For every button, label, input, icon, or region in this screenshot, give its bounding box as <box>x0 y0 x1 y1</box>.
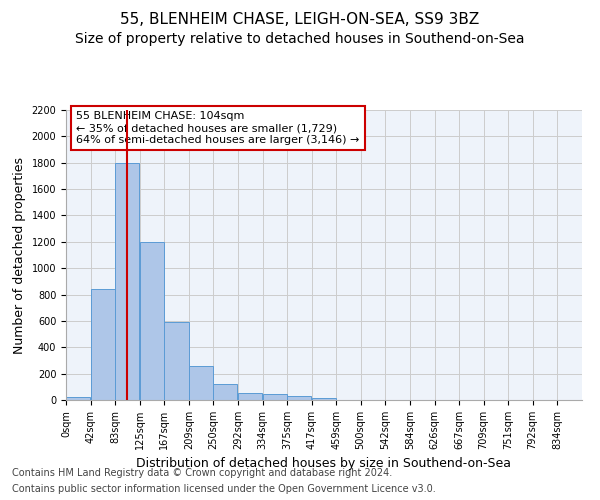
Bar <box>164 322 188 400</box>
Bar <box>213 384 238 400</box>
Bar <box>263 394 287 400</box>
Text: Contains HM Land Registry data © Crown copyright and database right 2024.: Contains HM Land Registry data © Crown c… <box>12 468 392 477</box>
Bar <box>140 242 164 400</box>
Bar <box>91 288 115 400</box>
Bar <box>115 162 139 400</box>
Bar <box>189 366 213 400</box>
Text: 55 BLENHEIM CHASE: 104sqm
← 35% of detached houses are smaller (1,729)
64% of se: 55 BLENHEIM CHASE: 104sqm ← 35% of detac… <box>76 112 359 144</box>
Text: 55, BLENHEIM CHASE, LEIGH-ON-SEA, SS9 3BZ: 55, BLENHEIM CHASE, LEIGH-ON-SEA, SS9 3B… <box>121 12 479 28</box>
Bar <box>287 396 311 400</box>
X-axis label: Distribution of detached houses by size in Southend-on-Sea: Distribution of detached houses by size … <box>137 458 511 470</box>
Text: Size of property relative to detached houses in Southend-on-Sea: Size of property relative to detached ho… <box>75 32 525 46</box>
Y-axis label: Number of detached properties: Number of detached properties <box>13 156 26 354</box>
Bar <box>238 394 262 400</box>
Text: Contains public sector information licensed under the Open Government Licence v3: Contains public sector information licen… <box>12 484 436 494</box>
Bar <box>66 396 90 400</box>
Bar <box>311 398 336 400</box>
